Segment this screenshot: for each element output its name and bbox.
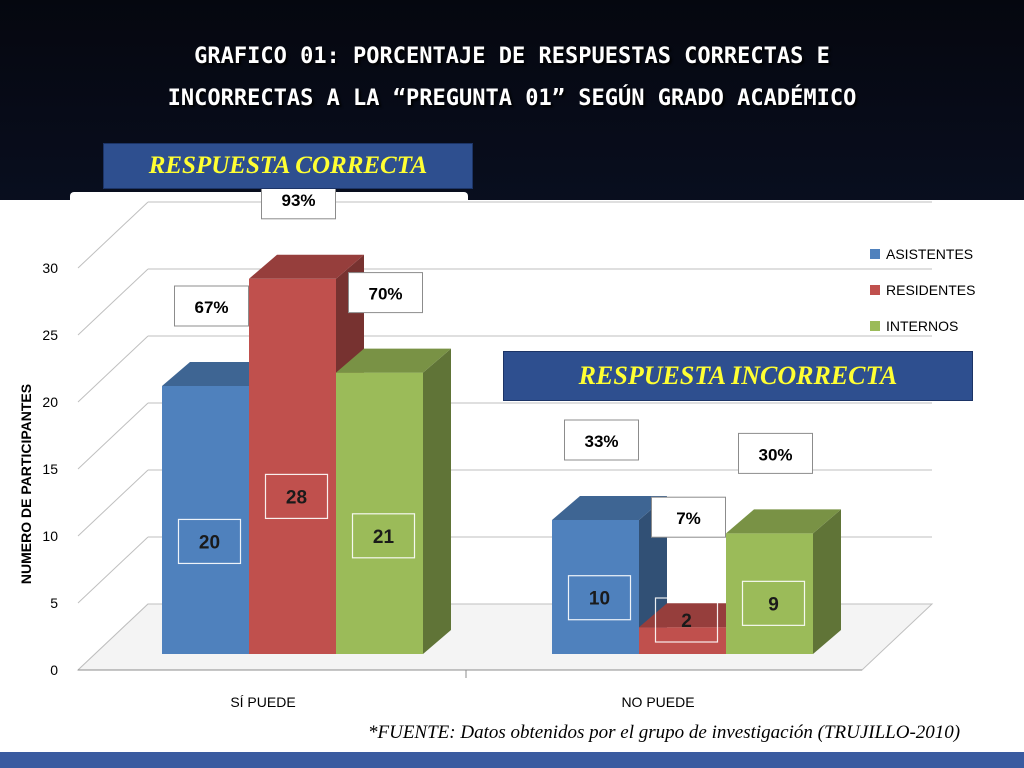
bar-side-internos-0 — [423, 348, 451, 654]
x-tick-label-1: NO PUEDE — [621, 694, 694, 710]
y-axis-label: NUMERO DE PARTICIPANTES — [18, 384, 34, 584]
gridline-side-10 — [77, 469, 149, 537]
banner-correct-answer: RESPUESTA CORRECTA — [104, 144, 472, 188]
value-label-box-asistentes-0 — [177, 518, 242, 565]
bar-top-internos-1 — [726, 509, 841, 534]
x-tick-label-0: SÍ PUEDE — [230, 694, 295, 710]
percent-label-box-internos-1 — [738, 432, 813, 474]
y-tick-label-25: 25 — [42, 327, 58, 343]
source-note: *FUENTE: Datos obtenidos por el grupo de… — [368, 722, 961, 743]
legend-label-residentes: RESIDENTES — [886, 282, 975, 298]
legend-label-asistentes: ASISTENTES — [886, 246, 973, 262]
bar-asistentes-1 — [552, 520, 639, 654]
bar-residentes-1 — [639, 627, 726, 654]
percent-label-internos-1: 30% — [758, 445, 792, 464]
bar-residentes-0 — [249, 278, 336, 654]
value-label-box-residentes-0 — [264, 473, 329, 520]
slide-title: GRAFICO 01: PORCENTAJE DE RESPUESTAS COR… — [0, 36, 1024, 120]
value-label-asistentes-1: 10 — [589, 589, 610, 610]
y-tick-label-0: 0 — [50, 662, 58, 678]
slide-title-line-2: INCORRECTAS A LA “PREGUNTA 01” SEGÚN GRA… — [167, 86, 857, 111]
percent-label-box-residentes-1 — [651, 496, 726, 538]
y-tick-label-30: 30 — [42, 260, 58, 276]
legend-swatch-internos — [870, 321, 880, 331]
legend-swatch-residentes — [870, 285, 880, 295]
percent-label-residentes-1: 7% — [676, 509, 701, 528]
y-tick-label-5: 5 — [50, 595, 58, 611]
bar-top-residentes-0 — [249, 254, 364, 279]
value-label-internos-0: 21 — [373, 527, 395, 548]
percent-label-asistentes-1: 33% — [584, 432, 618, 451]
bar-top-internos-0 — [336, 348, 451, 373]
y-tick-label-15: 15 — [42, 461, 58, 477]
gridline-side-30 — [77, 201, 149, 269]
value-label-box-asistentes-1 — [567, 575, 632, 621]
percent-label-internos-0: 70% — [368, 285, 402, 304]
percent-label-box-asistentes-1 — [564, 419, 639, 461]
bar-internos-1 — [726, 533, 813, 654]
gridline-side-20 — [77, 335, 149, 403]
legend-label-internos: INTERNOS — [886, 318, 958, 334]
percent-label-box-internos-0 — [348, 272, 423, 314]
bar-top-residentes-1 — [639, 603, 754, 628]
bottom-band — [0, 752, 1024, 768]
gridline-side-5 — [77, 536, 149, 604]
value-label-box-internos-0 — [351, 513, 416, 559]
value-label-residentes-1: 2 — [681, 611, 692, 632]
value-label-box-residentes-1 — [654, 597, 719, 643]
value-label-residentes-0: 28 — [286, 487, 307, 508]
value-label-internos-1: 9 — [768, 594, 779, 615]
gridline-side-25 — [77, 268, 149, 336]
banner-incorrect-answer: RESPUESTA INCORRECTA — [504, 352, 972, 400]
bar-top-asistentes-1 — [552, 496, 667, 520]
value-label-asistentes-0: 20 — [199, 532, 220, 553]
gridline-side-15 — [77, 402, 149, 470]
bar-top-asistentes-0 — [162, 362, 277, 386]
percent-label-residentes-0: 93% — [281, 191, 315, 210]
bar-side-internos-1 — [813, 509, 841, 654]
percent-label-box-asistentes-0 — [174, 285, 249, 327]
y-tick-label-10: 10 — [42, 528, 58, 544]
percent-label-asistentes-0: 67% — [194, 298, 228, 317]
value-label-box-internos-1 — [741, 580, 806, 626]
slide-title-line-1: GRAFICO 01: PORCENTAJE DE RESPUESTAS COR… — [194, 44, 830, 69]
y-tick-label-20: 20 — [42, 394, 58, 410]
legend-swatch-asistentes — [870, 249, 880, 259]
